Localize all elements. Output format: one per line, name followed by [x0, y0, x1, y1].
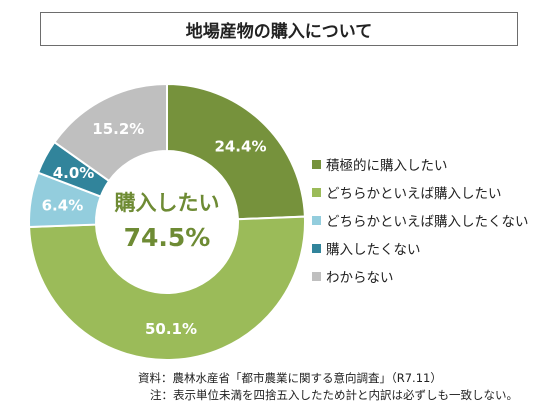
legend-item: どちらかといえば購入したくない	[312, 206, 529, 234]
center-label: 購入したい	[114, 191, 220, 215]
legend-swatch	[312, 271, 321, 281]
slice-value-label: 50.1%	[145, 320, 197, 338]
slice-value-label: 4.0%	[53, 164, 95, 182]
donut-slice	[166, 82, 306, 221]
chart-title: 地場産物の購入について	[40, 12, 518, 46]
slice-value-label: 24.4%	[214, 138, 266, 156]
legend-label: 積極的に購入したい	[326, 158, 448, 174]
donut-slice	[53, 82, 168, 183]
legend-label: わからない	[326, 270, 394, 286]
slice-value-label: 15.2%	[92, 120, 144, 138]
legend-label: どちらかといえば購入したい	[326, 186, 502, 202]
legend: 積極的に購入したい どちらかといえば購入したい どちらかといえば購入したくない …	[312, 150, 529, 290]
legend-label: どちらかといえば購入したくない	[326, 214, 529, 230]
center-value: 74.5%	[124, 223, 211, 252]
donut-slice	[28, 215, 306, 361]
legend-item: わからない	[312, 262, 529, 290]
source-line: 資料：農林水産省「都市農業に関する意向調査」（R7.11）	[138, 371, 442, 385]
footnote-line: 注：表示単位未満を四捨五入したため計と内訳は必ずしも一致しない。	[150, 388, 518, 402]
legend-swatch	[312, 215, 321, 225]
legend-label: 購入したくない	[326, 242, 421, 258]
source-note: 資料：農林水産省「都市農業に関する意向調査」（R7.11） 注：表示単位未満を四…	[138, 370, 552, 404]
legend-swatch	[312, 187, 321, 197]
legend-item: 購入したくない	[312, 234, 529, 262]
legend-swatch	[312, 243, 321, 253]
slice-value-label: 6.4%	[42, 197, 84, 215]
legend-swatch	[312, 159, 321, 169]
legend-item: どちらかといえば購入したい	[312, 178, 529, 206]
legend-item: 積極的に購入したい	[312, 150, 529, 178]
